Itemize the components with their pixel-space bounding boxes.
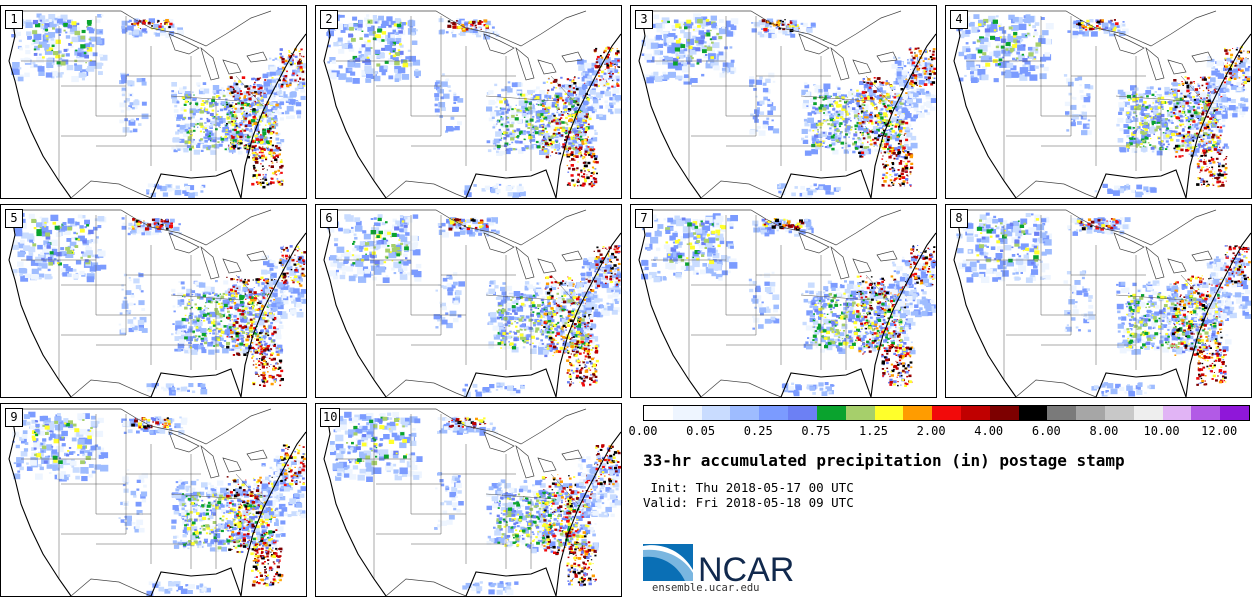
- precip-map: [8, 209, 306, 397]
- precip-map: [638, 209, 936, 397]
- precip-map: [8, 10, 306, 198]
- member-panel: 3: [630, 5, 937, 199]
- colorbar-swatch: [1018, 406, 1048, 420]
- colorbar-swatch: [672, 406, 702, 420]
- precip-map: [323, 209, 621, 397]
- member-number-label: 4: [950, 10, 968, 29]
- colorbar-tick-label: 0.25: [743, 424, 773, 438]
- ncar-logo: NCAR: [643, 544, 794, 585]
- colorbar-swatch: [989, 406, 1019, 420]
- colorbar-swatch: [1162, 406, 1192, 420]
- member-panel: 7: [630, 204, 937, 398]
- colorbar-swatch: [874, 406, 904, 420]
- colorbar-swatch: [816, 406, 846, 420]
- colorbar-swatch: [1105, 406, 1134, 420]
- colorbar-tick-label: 1.25: [859, 424, 888, 438]
- member-panel: 4: [945, 5, 1252, 199]
- precip-map: [323, 408, 621, 596]
- member-number-label: 5: [5, 209, 23, 228]
- colorbar-swatch: [1047, 406, 1077, 420]
- colorbar-tick-label: 12.00: [1201, 424, 1238, 438]
- chart-title: 33-hr accumulated precipitation (in) pos…: [643, 451, 1125, 470]
- member-panel: 8: [945, 204, 1252, 398]
- member-number-label: 2: [320, 10, 338, 29]
- colorbar-tick-label: 8.00: [1089, 424, 1119, 438]
- init-time: Init: Thu 2018-05-17 00 UTC: [643, 480, 854, 495]
- member-number-label: 1: [5, 10, 23, 29]
- colorbar-swatch: [644, 406, 673, 420]
- colorbar-swatch: [701, 406, 731, 420]
- colorbar-swatch: [960, 406, 990, 420]
- colorbar-swatch: [932, 406, 961, 420]
- member-panel: 5: [0, 204, 307, 398]
- site-url: ensemble.ucar.edu: [652, 582, 760, 594]
- precip-map: [323, 10, 621, 198]
- colorbar-swatch: [788, 406, 817, 420]
- precip-colorbar: [643, 405, 1250, 421]
- colorbar-tick-label: 2.00: [916, 424, 946, 438]
- member-number-label: 8: [950, 209, 968, 228]
- member-number-label: 10: [320, 408, 341, 427]
- member-number-label: 9: [5, 408, 23, 427]
- member-number-label: 3: [635, 10, 653, 29]
- member-panel: 9: [0, 403, 307, 597]
- colorbar-swatch: [730, 406, 760, 420]
- colorbar-swatch: [903, 406, 933, 420]
- precip-map: [953, 209, 1251, 397]
- member-panel: 1: [0, 5, 307, 199]
- member-panel: 10: [315, 403, 622, 597]
- colorbar-swatch: [759, 406, 789, 420]
- colorbar-tick-label: 4.00: [974, 424, 1004, 438]
- colorbar-tick-label: 10.00: [1143, 424, 1180, 438]
- colorbar-swatch: [1191, 406, 1221, 420]
- colorbar-swatch: [845, 406, 875, 420]
- member-number-label: 7: [635, 209, 653, 228]
- logo-text: NCAR: [698, 551, 794, 585]
- colorbar-tick-label: 0.75: [801, 424, 831, 438]
- member-panel: 6: [315, 204, 622, 398]
- precip-map: [8, 408, 306, 596]
- colorbar-swatch: [1220, 406, 1250, 420]
- member-number-label: 6: [320, 209, 338, 228]
- member-panel: 2: [315, 5, 622, 199]
- colorbar-tick-label: 0.05: [686, 424, 716, 438]
- colorbar-tick-label: 6.00: [1031, 424, 1061, 438]
- valid-time: Valid: Fri 2018-05-18 09 UTC: [643, 495, 854, 510]
- precip-map: [638, 10, 936, 198]
- colorbar-swatch: [1076, 406, 1105, 420]
- colorbar-swatch: [1133, 406, 1163, 420]
- colorbar-tick-label: 0.00: [628, 424, 658, 438]
- precip-map: [953, 10, 1251, 198]
